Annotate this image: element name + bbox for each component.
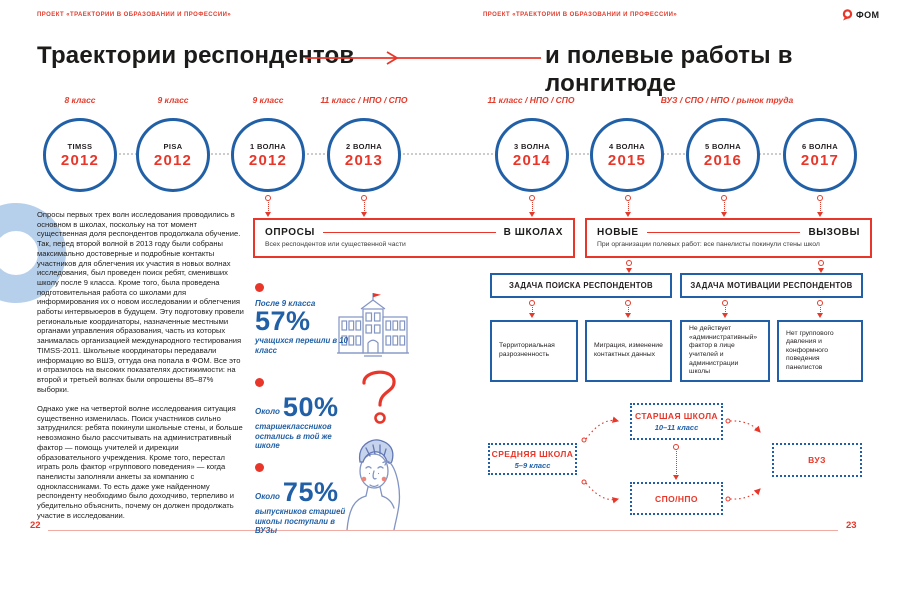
page-number-left: 22 (30, 520, 41, 531)
timeline-node-wave6: 6 ВОЛНА 2017 (783, 118, 857, 192)
dotted-arrow-connector (625, 260, 633, 273)
body-paragraph-1: Опросы первых трех волн исследования про… (37, 210, 244, 394)
factor-no-administrative-factor: Не действует «административный» фактор в… (680, 320, 770, 382)
page-title-right: и полевые работы в лонгитюде (545, 42, 793, 97)
dotted-arrow-connector (624, 300, 632, 318)
timeline-node-timss: TIMSS 2012 (43, 118, 117, 192)
grade-label: 11 класс / НПО / СПО (320, 95, 408, 105)
red-rule (322, 232, 496, 233)
factor-migration-contact-data: Миграция, изменение контактных данных (585, 320, 672, 382)
title-arrow-icon (303, 49, 543, 67)
running-head-right: ПРОЕКТ «ТРАЕКТОРИИ В ОБРАЗОВАНИИ И ПРОФЕ… (483, 12, 678, 18)
grade-label: 9 класс (157, 95, 189, 105)
dotted-arrow-connector (360, 195, 368, 217)
grade-label: 8 класс (64, 95, 96, 105)
flow-arrows (470, 395, 880, 535)
dotted-arrow-connector (264, 195, 272, 217)
running-head-left: ПРОЕКТ «ТРАЕКТОРИИ В ОБРАЗОВАНИИ И ПРОФЕ… (37, 12, 232, 18)
body-paragraph-2: Однако уже на четвертой волне исследован… (37, 404, 243, 520)
callout-surveys-in-schools: ОПРОСЫ В ШКОЛАХ Всех респондентов или су… (253, 218, 575, 258)
fom-logo-text: ФОМ (856, 10, 880, 20)
stat-entered-university: Около 75% выпускников старшей школы пост… (255, 463, 355, 536)
flow-box-middle-school: СРЕДНЯЯ ШКОЛА 5–9 класс (488, 443, 577, 475)
dotted-arrow-connector (672, 444, 680, 480)
question-mark-illustration (356, 366, 402, 428)
flow-box-high-school: СТАРШАЯ ШКОЛА 10–11 класс (630, 403, 723, 440)
fom-bubble-icon (842, 9, 853, 21)
stat-after-9th-grade: После 9 класса 57% учащихся перешли в 10… (255, 283, 355, 355)
page-title-left: Траектории респондентов (37, 42, 355, 69)
grade-label: 9 класс (252, 95, 284, 105)
page-number-right: 23 (846, 520, 857, 531)
timeline-node-wave1: 1 ВОЛНА 2012 (231, 118, 305, 192)
stat-stayed-same-school: Около 50% старшеклассников остались в то… (255, 378, 355, 451)
dotted-arrow-connector (816, 300, 824, 318)
dotted-arrow-connector (528, 195, 536, 217)
flow-box-vocational: СПО/НПО (630, 482, 723, 515)
dotted-arrow-connector (528, 300, 536, 318)
task-search-respondents: ЗАДАЧА ПОИСКА РЕСПОНДЕНТОВ (490, 273, 672, 298)
timeline-node-wave4: 4 ВОЛНА 2015 (590, 118, 664, 192)
grade-label: 11 класс / НПО / СПО (487, 95, 575, 105)
footer-rule (48, 530, 838, 531)
person-scratching-head-illustration (342, 434, 410, 530)
callout-new-challenges: НОВЫЕ ВЫЗОВЫ При организации полевых раб… (585, 218, 872, 258)
timeline-node-wave5: 5 ВОЛНА 2016 (686, 118, 760, 192)
grade-label: ВУЗ / СПО / НПО / рынок труда (660, 95, 794, 105)
flow-box-university: ВУЗ (772, 443, 862, 477)
bullet-dot-icon (255, 378, 264, 387)
timeline-connector-line (80, 153, 820, 155)
factor-no-group-pressure: Нет группового давления и конформного по… (777, 320, 863, 382)
dotted-arrow-connector (817, 260, 825, 273)
timeline-node-wave3: 3 ВОЛНА 2014 (495, 118, 569, 192)
red-rule (646, 232, 801, 233)
factor-territorial-dispersion: Территориальная разрозненность (490, 320, 578, 382)
task-motivate-respondents: ЗАДАЧА МОТИВАЦИИ РЕСПОНДЕНТОВ (680, 273, 863, 298)
school-building-illustration (336, 290, 410, 360)
timeline-node-pisa: PISA 2012 (136, 118, 210, 192)
bullet-dot-icon (255, 463, 264, 472)
dotted-arrow-connector (721, 300, 729, 318)
dotted-arrow-connector (816, 195, 824, 217)
dotted-arrow-connector (624, 195, 632, 217)
fom-logo: ФОМ (842, 9, 879, 21)
timeline-node-wave2: 2 ВОЛНА 2013 (327, 118, 401, 192)
bullet-dot-icon (255, 283, 264, 292)
dotted-arrow-connector (720, 195, 728, 217)
